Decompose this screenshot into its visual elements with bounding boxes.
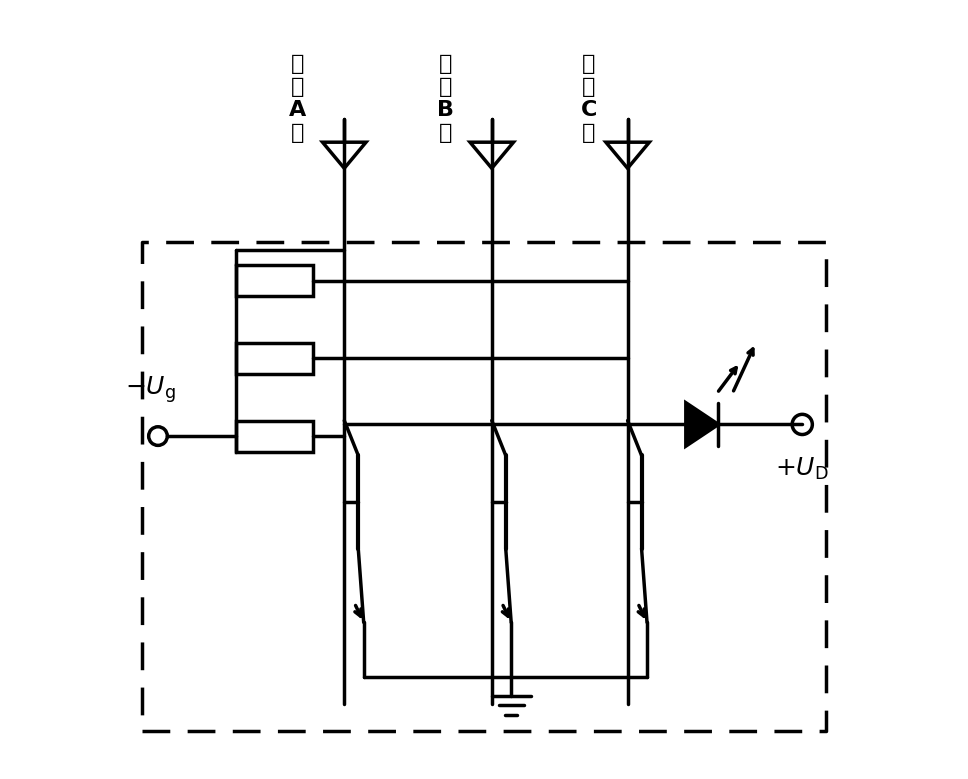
Bar [142,242,826,731]
Text: 天
线
C
维: 天 线 C 维 [581,54,597,143]
Bar [235,421,314,452]
Bar [235,343,314,374]
Bar [235,266,314,296]
Text: 天
线
A
维: 天 线 A 维 [289,54,306,143]
Text: $-U_{\mathrm{g}}$: $-U_{\mathrm{g}}$ [125,375,175,405]
Text: $+U_{\mathrm{D}}$: $+U_{\mathrm{D}}$ [775,456,830,481]
Circle shape [149,427,167,446]
Polygon shape [685,403,718,446]
Text: 天
线
B
维: 天 线 B 维 [437,54,454,143]
Circle shape [149,427,167,446]
